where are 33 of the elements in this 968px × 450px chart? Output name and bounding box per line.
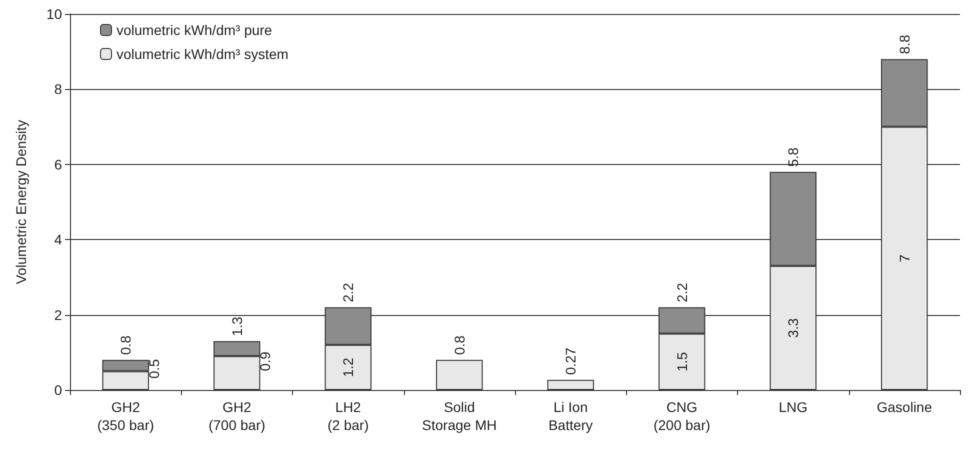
total-label: 1.3	[228, 316, 245, 336]
x-tick-label: GH2 (350 bar)	[97, 399, 154, 433]
y-tick-label: 6	[54, 156, 62, 172]
data-label: 1.2	[340, 358, 356, 378]
total-label: 5.8	[785, 147, 802, 167]
legend-label: volumetric kWh/dm³ pure	[116, 22, 272, 38]
total-label: 0.8	[451, 335, 468, 355]
total-label: 2.2	[674, 282, 690, 302]
y-tick-label: 10	[46, 6, 62, 22]
bar	[436, 360, 483, 390]
total-label: 2.2	[340, 282, 356, 302]
total-label: 0.8	[118, 335, 134, 355]
data-label: 1.5	[674, 352, 690, 372]
y-tick-label: 4	[54, 232, 62, 248]
y-tick-label: 8	[54, 81, 62, 98]
total-label: 0.27	[562, 347, 579, 375]
data-label: 7	[896, 254, 912, 262]
total-label: 8.8	[896, 34, 912, 54]
data-label: 3.3	[785, 318, 802, 338]
x-tick-label: CNG (200 bar)	[653, 399, 710, 433]
x-tick-label: Gasoline	[876, 399, 932, 415]
y-tick-label: 2	[54, 306, 62, 323]
y-tick-label: 0	[54, 382, 62, 398]
legend-label: volumetric kWh/dm³ system	[116, 46, 288, 62]
x-tick-label: LH2 (2 bar)	[328, 399, 369, 433]
y-axis-title: Volumetric Energy Density	[13, 120, 29, 284]
x-tick-label: Li Ion Battery	[548, 399, 593, 433]
data-label: 0.9	[257, 351, 274, 372]
data-label: 0.5	[146, 358, 162, 379]
x-tick-label: Solid Storage MH	[422, 399, 497, 433]
x-tick-label: GH2 (700 bar)	[208, 399, 266, 433]
bar	[547, 380, 594, 390]
x-tick-label: LNG	[778, 399, 808, 415]
